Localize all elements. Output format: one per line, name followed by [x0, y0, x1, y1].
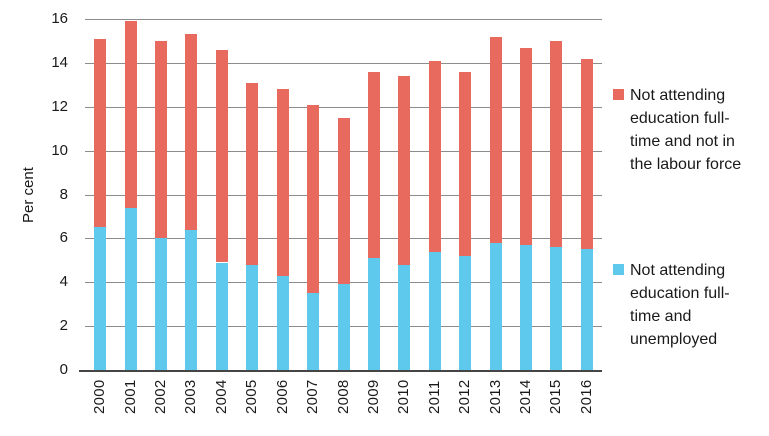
y-tick-label: 6 — [59, 229, 68, 247]
x-tick-label: 2005 — [243, 379, 261, 414]
x-tick-label: 2002 — [152, 379, 169, 414]
bar-segment-2004-unemployed — [215, 262, 228, 370]
x-tick-label: 2004 — [212, 379, 230, 414]
x-tick-label: 2000 — [91, 379, 109, 414]
bar-segment-2013-not-in-labour-force — [489, 36, 502, 243]
y-tick-label: 12 — [51, 97, 68, 115]
x-tick-label: 2016 — [577, 379, 595, 414]
bar-segment-2003-not-in-labour-force — [185, 34, 198, 230]
bar-segment-2005-unemployed — [246, 264, 259, 370]
x-tick-label: 2012 — [456, 379, 474, 414]
bar-segment-2013-unemployed — [489, 242, 502, 370]
bar-segment-2007-unemployed — [307, 293, 320, 370]
bar-segment-2010-not-in-labour-force — [398, 76, 411, 265]
y-tick-label: 10 — [51, 141, 68, 159]
bar-segment-2014-unemployed — [520, 245, 532, 370]
x-tick-label: 2006 — [273, 379, 291, 414]
y-tick-label: 4 — [59, 273, 68, 291]
bar-segment-2002-not-in-labour-force — [155, 40, 167, 239]
x-axis-line — [79, 370, 602, 372]
bar-segment-2016-unemployed — [580, 249, 593, 370]
bar-segment-2009-unemployed — [367, 258, 380, 370]
bar-segment-2006-unemployed — [276, 275, 289, 370]
legend-label-not-in-labour-force: Not attending education full-time and no… — [630, 87, 742, 173]
bar-segment-2002-unemployed — [155, 238, 167, 370]
bar-segment-2007-not-in-labour-force — [307, 104, 320, 294]
bar-segment-2012-unemployed — [459, 255, 472, 370]
bar-segment-2016-not-in-labour-force — [580, 58, 593, 250]
bar-segment-2001-unemployed — [124, 207, 137, 370]
x-tick-label: 2003 — [182, 379, 200, 414]
x-tick-label: 2013 — [486, 379, 504, 414]
legend-swatch-red-icon — [613, 89, 624, 100]
bar-segment-2014-not-in-labour-force — [520, 47, 532, 245]
bar-segment-2015-unemployed — [550, 247, 563, 370]
x-tick-label: 2014 — [517, 379, 534, 414]
bar-segment-2003-unemployed — [185, 229, 198, 370]
x-tick-label: 2007 — [304, 379, 322, 414]
y-tick-label: 0 — [59, 361, 68, 378]
x-tick-label: 2008 — [334, 379, 352, 414]
gridline — [85, 19, 602, 20]
gridline — [85, 106, 602, 108]
y-tick-label: 8 — [59, 185, 68, 203]
gridline — [85, 62, 602, 64]
y-tick-label: 16 — [51, 10, 68, 27]
y-tick-label: 14 — [51, 53, 68, 71]
x-tick-label: 2010 — [395, 379, 413, 414]
legend-label-unemployed: Not attending education full-time and un… — [630, 262, 730, 348]
bar-segment-2006-not-in-labour-force — [276, 89, 289, 276]
bar-segment-2015-not-in-labour-force — [550, 40, 563, 248]
bar-segment-2000-unemployed — [94, 227, 107, 370]
legend-item-unemployed: Not attending education full-time and un… — [613, 259, 769, 351]
bar-segment-2011-unemployed — [428, 251, 441, 370]
bar-segment-2010-unemployed — [398, 264, 411, 370]
x-tick-label: 2001 — [121, 379, 139, 414]
bar-segment-2009-not-in-labour-force — [367, 71, 380, 259]
bar-segment-2008-unemployed — [337, 284, 350, 370]
bar-segment-2011-not-in-labour-force — [428, 60, 441, 252]
bar-segment-2012-not-in-labour-force — [459, 71, 472, 256]
bar-segment-2004-not-in-labour-force — [215, 49, 228, 263]
legend-item-not-in-labour-force: Not attending education full-time and no… — [613, 84, 769, 176]
bar-segment-2005-not-in-labour-force — [246, 82, 259, 265]
legend-swatch-blue-icon — [613, 264, 624, 275]
bar-segment-2001-not-in-labour-force — [124, 21, 137, 208]
bar-segment-2000-not-in-labour-force — [94, 38, 107, 228]
bar-segment-2008-not-in-labour-force — [337, 117, 350, 285]
x-tick-label: 2009 — [364, 379, 382, 414]
x-tick-label: 2011 — [425, 380, 443, 414]
x-tick-label: 2015 — [547, 379, 565, 414]
y-tick-label: 2 — [59, 317, 68, 335]
